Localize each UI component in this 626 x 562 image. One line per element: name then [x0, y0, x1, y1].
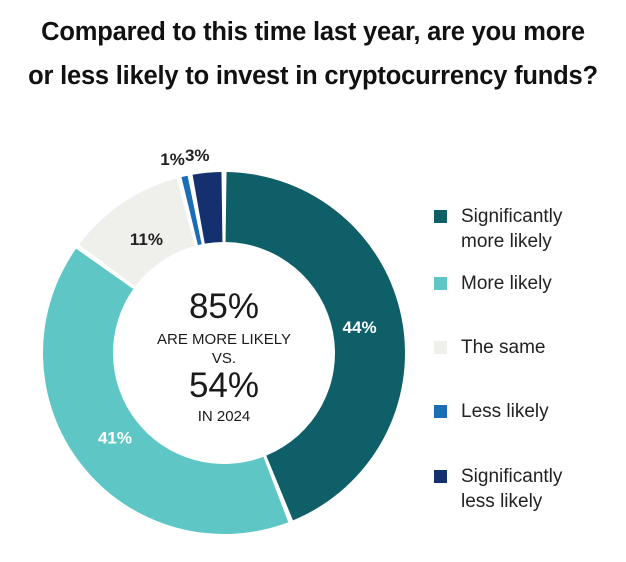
data-label-significantly-less-likely: 3% [185, 146, 210, 165]
slice-significantly-less-likely [192, 172, 223, 244]
legend-label-the-same: The same [461, 337, 546, 358]
legend-swatch-significantly-less-likely [434, 470, 447, 483]
chart-title-line-1: Compared to this time last year, are you… [41, 18, 585, 46]
chart-title: Compared to this time last year, are you… [0, 10, 626, 98]
legend-swatch-the-same [434, 341, 447, 354]
slice-the-same [79, 178, 195, 287]
legend-label-significantly-more-likely: Significantly more likely [461, 206, 563, 252]
data-label-the-same: 11% [130, 230, 163, 249]
center-stat-85: 85% [189, 287, 259, 326]
slice-more-likely [42, 248, 289, 534]
legend-label-significantly-less-likely: Significantly less likely [461, 466, 563, 512]
legend-label-less-likely: Less likely [461, 401, 549, 422]
slice-significantly-more-likely [225, 172, 406, 521]
center-stat-54: 54% [189, 366, 259, 405]
legend-item-significantly-less-likely: Significantly less likely [434, 464, 611, 514]
legend-item-more-likely: More likely [434, 271, 611, 296]
center-caption-more-likely: ARE MORE LIKELY [157, 331, 291, 348]
legend-swatch-significantly-more-likely [434, 210, 447, 223]
legend-item-less-likely: Less likely [434, 399, 611, 424]
data-label-more-likely: 41% [98, 429, 132, 448]
legend-label-more-likely: More likely [461, 273, 552, 294]
slice-less-likely [181, 175, 202, 246]
legend-item-significantly-more-likely: Significantly more likely [434, 204, 611, 254]
center-caption-vs: VS. [212, 350, 236, 367]
legend-swatch-less-likely [434, 405, 447, 418]
data-label-less-likely: 1% [160, 150, 185, 169]
data-label-significantly-more-likely: 44% [343, 318, 377, 337]
chart-title-line-2: or less likely to invest in cryptocurren… [28, 62, 598, 90]
center-caption-2024: IN 2024 [198, 408, 251, 425]
legend-swatch-more-likely [434, 277, 447, 290]
legend-item-the-same: The same [434, 335, 611, 360]
